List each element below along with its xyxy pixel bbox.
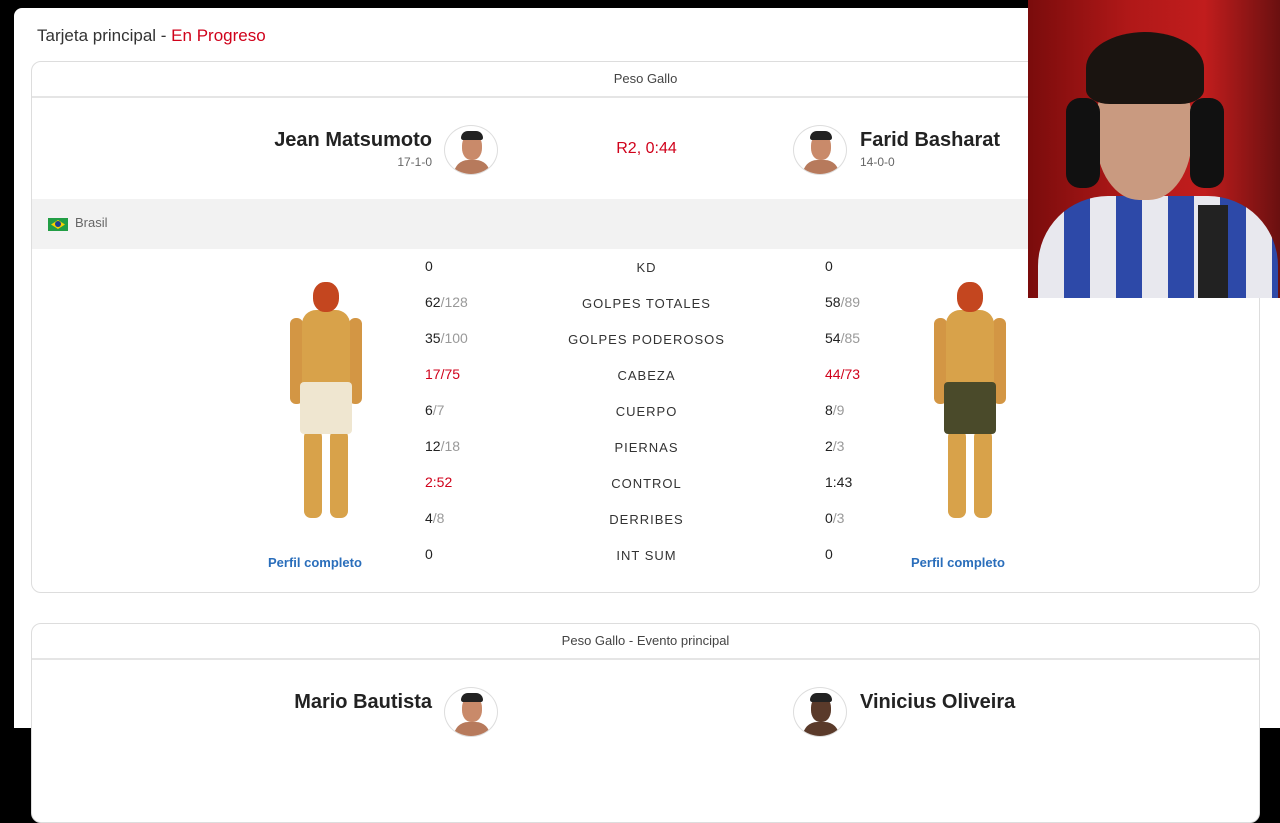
left-stat-value: 0 <box>425 546 433 562</box>
fight2-left-avatar[interactable] <box>444 687 498 737</box>
left-fighter-avatar[interactable] <box>444 125 498 175</box>
left-attempted: /75 <box>440 366 461 382</box>
right-landed: 0 <box>825 546 833 562</box>
right-stat-value: 58/89 <box>825 294 860 310</box>
left-landed: 2:52 <box>425 474 453 490</box>
stat-label: GOLPES TOTALES <box>582 296 711 311</box>
card-status: En Progreso <box>171 26 266 45</box>
left-stat-value: 62/128 <box>425 294 468 310</box>
right-fighter-record: 14-0-0 <box>860 155 895 169</box>
right-stat-value: 44/73 <box>825 366 860 382</box>
left-stat-value: 35/100 <box>425 330 468 346</box>
right-attempted: /3 <box>832 510 845 526</box>
right-landed: 0 <box>825 258 833 274</box>
right-stat-value: 0 <box>825 258 833 274</box>
weight-class-2: Peso Gallo - Evento principal <box>32 624 1259 660</box>
right-landed: 1:43 <box>825 474 853 490</box>
fight-card-2: Peso Gallo - Evento principal Mario Baut… <box>31 623 1260 823</box>
right-attempted: /85 <box>840 330 861 346</box>
left-attempted: /18 <box>440 438 461 454</box>
left-stat-value: 2:52 <box>425 474 452 490</box>
right-attempted: /3 <box>832 438 845 454</box>
stat-row-control: 2:52 CONTROL 1:43 <box>32 474 1261 494</box>
right-attempted: /73 <box>840 366 861 382</box>
right-landed: 8 <box>825 402 833 418</box>
brazil-flag-icon <box>48 218 68 231</box>
fight2-right-name[interactable]: Vinicius Oliveira <box>860 691 1016 713</box>
left-profile-link[interactable]: Perfil completo <box>268 555 362 570</box>
left-stat-value: 0 <box>425 258 433 274</box>
left-landed: 0 <box>425 546 433 562</box>
stat-label: PIERNAS <box>614 440 679 455</box>
right-fighter-body-image <box>924 282 1014 522</box>
stat-row-golpes-totales: 62/128 GOLPES TOTALES 58/89 <box>32 294 1261 314</box>
left-attempted: /7 <box>432 402 445 418</box>
left-fighter-country: Brasil <box>75 215 108 230</box>
left-stat-value: 17/75 <box>425 366 460 382</box>
stat-row-cabeza: 17/75 CABEZA 44/73 <box>32 366 1261 386</box>
fight2-left-name[interactable]: Mario Bautista <box>294 691 432 713</box>
right-fighter-avatar[interactable] <box>793 125 847 175</box>
headphones-icon <box>1066 98 1100 188</box>
right-stat-value: 54/85 <box>825 330 860 346</box>
title-separator: - <box>156 26 172 45</box>
right-landed: 44 <box>825 366 841 382</box>
right-stat-value: 2/3 <box>825 438 844 454</box>
stat-row-int-sum: 0 INT SUM 0 <box>32 546 1261 566</box>
stat-label: INT SUM <box>616 548 677 563</box>
right-landed: 2 <box>825 438 833 454</box>
right-landed: 0 <box>825 510 833 526</box>
left-stat-value: 4/8 <box>425 510 444 526</box>
left-stat-value: 6/7 <box>425 402 444 418</box>
stat-row-cuerpo: 6/7 CUERPO 8/9 <box>32 402 1261 422</box>
left-landed: 6 <box>425 402 433 418</box>
stat-row-golpes-poderosos: 35/100 GOLPES PODEROSOS 54/85 <box>32 330 1261 350</box>
left-fighter-record: 17-1-0 <box>397 155 432 169</box>
stat-label: CONTROL <box>611 476 682 491</box>
left-stat-value: 12/18 <box>425 438 460 454</box>
fight2-right-avatar[interactable] <box>793 687 847 737</box>
weight-class: Peso Gallo <box>32 62 1259 98</box>
left-landed: 35 <box>425 330 441 346</box>
stat-row-kd: 0 KD 0 <box>32 258 1261 278</box>
left-attempted: /8 <box>432 510 445 526</box>
right-stat-value: 0 <box>825 546 833 562</box>
right-stat-value: 0/3 <box>825 510 844 526</box>
right-attempted: /9 <box>832 402 845 418</box>
stat-row-derribes: 4/8 DERRIBES 0/3 <box>32 510 1261 530</box>
card-title: Tarjeta principal - En Progreso <box>37 26 266 46</box>
right-attempted: /89 <box>840 294 861 310</box>
webcam-overlay <box>1028 0 1280 298</box>
stat-label: KD <box>636 260 657 275</box>
card-title-text: Tarjeta principal <box>37 26 157 45</box>
stat-label: DERRIBES <box>609 512 684 527</box>
fight-status-time: R2, 0:44 <box>616 140 677 157</box>
left-fighter-name[interactable]: Jean Matsumoto <box>274 129 432 151</box>
left-landed: 0 <box>425 258 433 274</box>
right-stat-value: 8/9 <box>825 402 844 418</box>
left-landed: 17 <box>425 366 441 382</box>
right-fighter-name[interactable]: Farid Basharat <box>860 129 1001 151</box>
stat-row-piernas: 12/18 PIERNAS 2/3 <box>32 438 1261 458</box>
right-landed: 54 <box>825 330 841 346</box>
left-attempted: /128 <box>440 294 468 310</box>
left-fighter-body-image <box>280 282 370 522</box>
right-profile-link[interactable]: Perfil completo <box>911 555 1005 570</box>
left-landed: 12 <box>425 438 441 454</box>
right-landed: 58 <box>825 294 841 310</box>
left-attempted: /100 <box>440 330 468 346</box>
right-stat-value: 1:43 <box>825 474 852 490</box>
stat-label: GOLPES PODEROSOS <box>568 332 725 347</box>
left-landed: 4 <box>425 510 433 526</box>
stat-label: CUERPO <box>615 404 678 419</box>
left-landed: 62 <box>425 294 441 310</box>
stat-label: CABEZA <box>617 368 676 383</box>
